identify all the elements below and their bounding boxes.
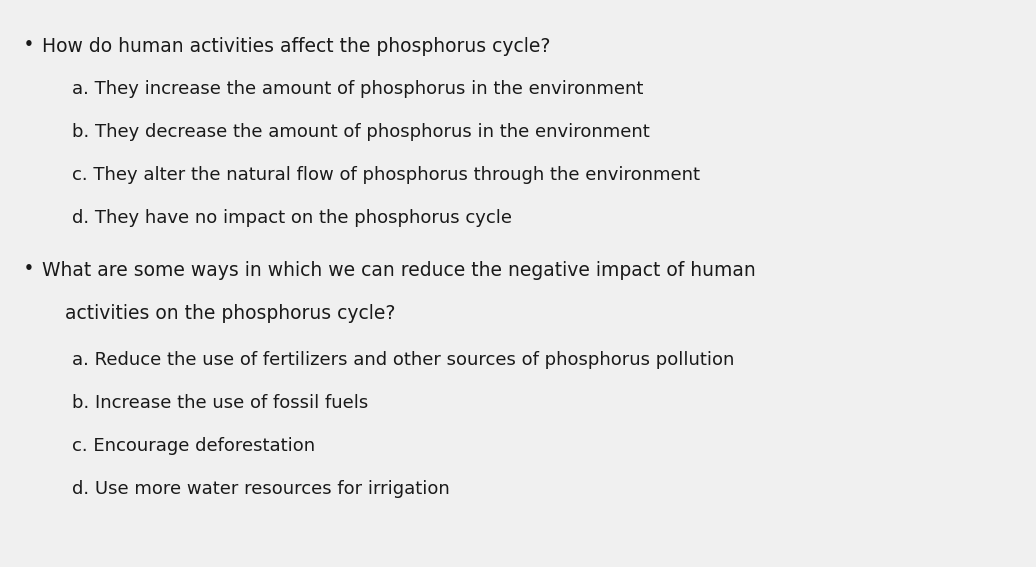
Text: b. They decrease the amount of phosphorus in the environment: b. They decrease the amount of phosphoru…	[71, 123, 650, 141]
Text: d. Use more water resources for irrigation: d. Use more water resources for irrigati…	[71, 480, 450, 498]
Text: How do human activities affect the phosphorus cycle?: How do human activities affect the phosp…	[42, 37, 550, 56]
Text: c. They alter the natural flow of phosphorus through the environment: c. They alter the natural flow of phosph…	[71, 166, 700, 184]
Text: a. Reduce the use of fertilizers and other sources of phosphorus pollution: a. Reduce the use of fertilizers and oth…	[71, 351, 735, 369]
Text: What are some ways in which we can reduce the negative impact of human: What are some ways in which we can reduc…	[42, 261, 755, 280]
Text: c. Encourage deforestation: c. Encourage deforestation	[71, 437, 315, 455]
Text: b. Increase the use of fossil fuels: b. Increase the use of fossil fuels	[71, 394, 368, 412]
Text: •: •	[24, 261, 34, 276]
Text: d. They have no impact on the phosphorus cycle: d. They have no impact on the phosphorus…	[71, 209, 512, 227]
Text: activities on the phosphorus cycle?: activities on the phosphorus cycle?	[65, 303, 396, 323]
Text: •: •	[24, 37, 34, 52]
Text: a. They increase the amount of phosphorus in the environment: a. They increase the amount of phosphoru…	[71, 80, 643, 98]
